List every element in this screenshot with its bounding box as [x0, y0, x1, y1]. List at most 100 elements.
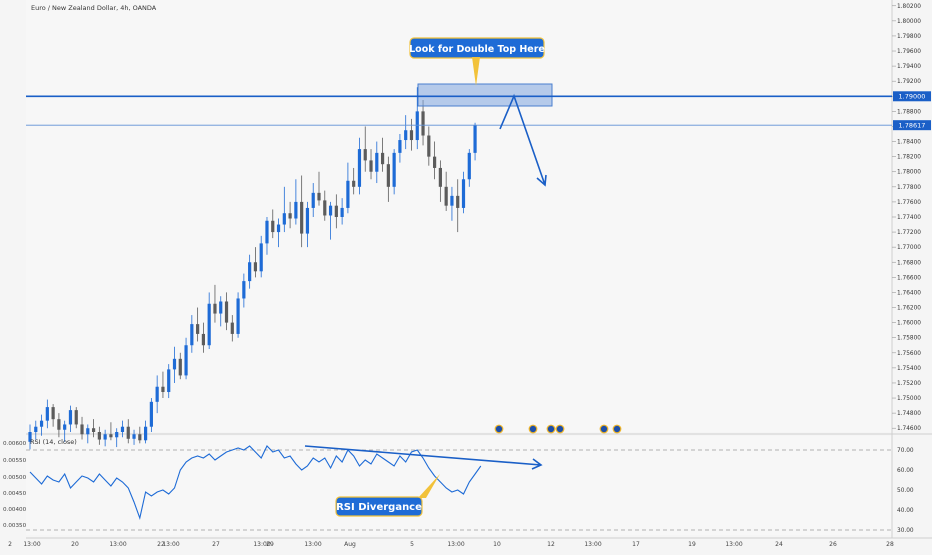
rsi-levels	[26, 449, 892, 531]
price-tick-label: 1.79400	[897, 64, 921, 70]
event-marker-icon[interactable]	[528, 424, 538, 434]
time-tick-label: 19	[688, 541, 696, 548]
candle-body	[456, 195, 460, 208]
candle-body	[300, 201, 304, 234]
price-tick-label: 1.77600	[897, 200, 921, 206]
time-tick-label: 13:00	[253, 541, 270, 548]
candle-body	[265, 220, 269, 244]
time-tick-label: 13:00	[23, 541, 40, 548]
time-tick-label: 10	[493, 541, 501, 548]
price-tick-label: 1.77800	[897, 185, 921, 191]
price-tick-label: 1.75400	[897, 366, 921, 372]
candle-body	[74, 410, 78, 425]
candle-body	[363, 149, 367, 161]
candle-body	[357, 149, 362, 187]
candle-body	[248, 262, 252, 282]
price-tick-label: 1.79200	[897, 79, 921, 85]
event-marker-icon[interactable]	[599, 424, 609, 434]
time-tick-label: 12	[547, 541, 555, 548]
price-axis[interactable]: 1.80200 1.80000 1.79800 1.79600 1.79400 1.792…	[892, 4, 921, 432]
double-top-callout-pointer	[472, 57, 480, 86]
resistance-zone[interactable]	[417, 83, 553, 107]
candle-body	[184, 345, 188, 376]
rsi-divergence-callout[interactable]: RSI Divergance	[335, 474, 440, 517]
price-tick-label: 1.76200	[897, 306, 921, 312]
price-tick-label: 1.77200	[897, 230, 921, 236]
event-marker-icon[interactable]	[612, 424, 622, 434]
price-pane[interactable]	[26, 0, 892, 432]
resistance-price-label: 1.79000	[899, 92, 926, 100]
rsi-left-tick-label: 0.00600	[3, 441, 27, 447]
candle-body	[161, 386, 165, 393]
event-marker-icon[interactable]	[555, 424, 565, 434]
candle-body	[103, 434, 107, 440]
price-tick-label: 1.77400	[897, 215, 921, 221]
last-price-tag: 1.78617	[893, 120, 931, 131]
candle-body	[57, 419, 61, 430]
projection-arrow[interactable]	[499, 93, 546, 186]
price-tick-label: 1.78200	[897, 155, 921, 161]
candle-body	[28, 432, 32, 442]
candle-body	[259, 243, 263, 272]
candle-body	[311, 192, 315, 208]
candle-body	[334, 205, 338, 217]
projection-arrowhead	[536, 174, 547, 187]
rsi-left-tick-label: 0.00350	[3, 523, 27, 529]
time-tick-label: 13:00	[162, 541, 179, 548]
candle-body	[213, 303, 217, 314]
candle-body	[438, 167, 442, 187]
candle-body	[178, 358, 182, 376]
candle-body	[450, 195, 454, 206]
candle-body	[340, 207, 344, 217]
double-top-callout[interactable]: Look for Double Top Here	[409, 37, 545, 86]
candle-body	[97, 432, 101, 440]
candle-body	[109, 434, 113, 438]
price-tick-label: 1.80200	[897, 4, 921, 10]
resistance-price-tag: 1.79000	[893, 91, 931, 102]
rsi-tick-label: 40.00	[897, 508, 914, 514]
price-tick-label: 1.77000	[897, 245, 921, 251]
last-price-tag-bg	[893, 120, 931, 131]
price-tick-label: 1.75800	[897, 336, 921, 342]
price-tick-label: 1.76000	[897, 321, 921, 327]
candle-body	[415, 111, 419, 141]
candle-body	[120, 426, 125, 432]
rsi-tick-label: 60.00	[897, 468, 914, 474]
time-tick-label: 2	[8, 541, 12, 548]
candle-body	[444, 186, 448, 206]
candle-body	[86, 428, 90, 435]
candle-body	[230, 322, 234, 334]
event-marker-icon[interactable]	[494, 424, 504, 434]
candle-body	[369, 160, 373, 172]
candle-body	[91, 428, 96, 432]
rsi-left-tick-label: 0.00500	[3, 475, 27, 481]
candle-body	[63, 424, 67, 430]
candle-body	[219, 301, 223, 314]
rsi-pane[interactable]	[26, 436, 892, 535]
candles-series	[28, 87, 477, 450]
price-tick-label: 1.75600	[897, 351, 921, 357]
candle-body	[288, 213, 292, 219]
event-markers[interactable]	[494, 424, 622, 434]
time-tick-label: 29	[266, 541, 274, 548]
chart-title: Euro / New Zealand Dollar, 4h, OANDA	[31, 4, 157, 12]
time-tick-label: 28	[886, 541, 894, 548]
candle-body	[45, 407, 49, 421]
price-tick-label: 1.79800	[897, 34, 921, 40]
price-tick-label: 1.75200	[897, 381, 921, 387]
rsi-axis[interactable]: 70.00 60.00 50.00 40.00 30.00	[897, 448, 914, 534]
rsi-left-axis: 0.00600 0.00550 0.00500 0.00450 0.00400 0.003…	[3, 441, 27, 529]
price-tick-label: 1.80000	[897, 19, 921, 25]
candle-body	[375, 152, 379, 172]
candle-body	[305, 207, 310, 234]
price-tick-label: 1.79600	[897, 49, 921, 55]
time-tick-label: 13:00	[725, 541, 742, 548]
event-marker-icon[interactable]	[546, 424, 556, 434]
candle-body	[380, 152, 385, 165]
candle-body	[294, 201, 298, 219]
candle-body	[68, 410, 73, 425]
rsi-divergence-line[interactable]	[304, 445, 542, 466]
rsi-tick-label: 30.00	[897, 528, 914, 534]
